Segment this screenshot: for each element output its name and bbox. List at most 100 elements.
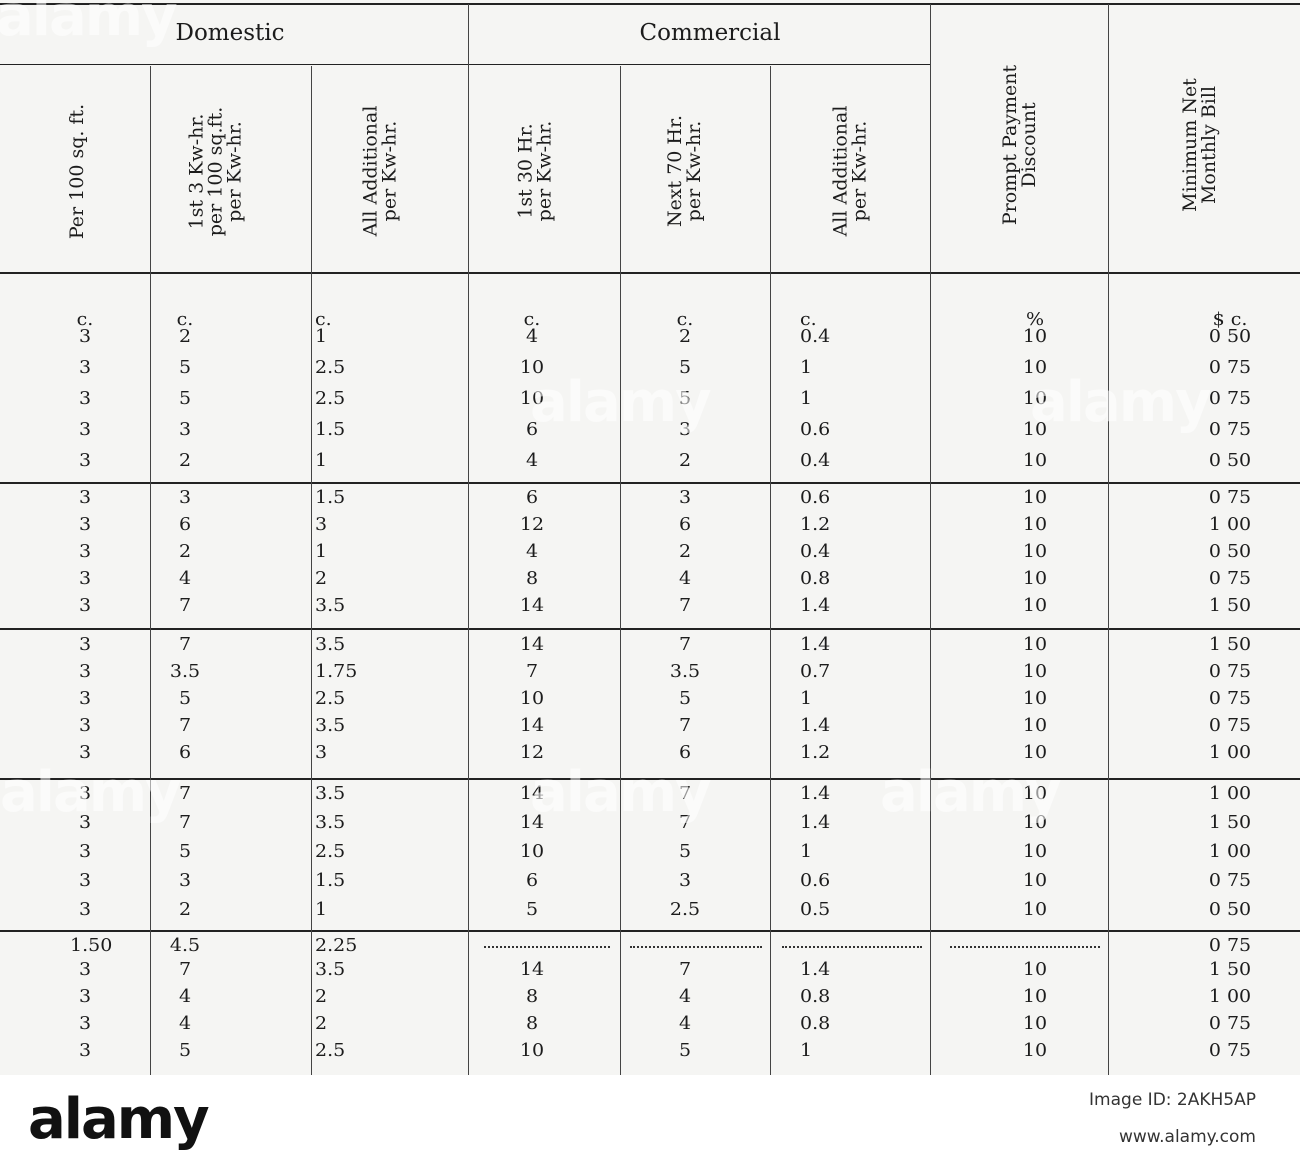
table-cell: 7 [678, 783, 692, 804]
table-cell: 10 [1022, 326, 1048, 347]
table-cell: 1 50 [1208, 595, 1252, 616]
table-cell: 3 [78, 742, 92, 763]
table-row: 3 7 3.5 14 7 1.4 10 1 50 [0, 959, 1300, 980]
table-cell: 7 [678, 634, 692, 655]
table-cell: 10 [519, 388, 545, 409]
table-row: 3 7 3.5 14 7 1.4 10 1 00 [0, 783, 1300, 804]
table-row: 1.50 4.5 2.25 0 75 [0, 935, 1300, 956]
table-cell: 10 [519, 1040, 545, 1061]
table-cell: 2 [178, 899, 192, 920]
table-cell: 1 00 [1208, 514, 1252, 535]
table-cell: 6 [525, 487, 539, 508]
table-cell: 6 [178, 514, 192, 535]
table-cell: 5 [178, 357, 192, 378]
table-cell: 7 [678, 595, 692, 616]
unit-cell: % [1025, 309, 1045, 330]
table-cell: 3 [78, 870, 92, 891]
table-row: 3 7 3.5 14 7 1.4 10 1 50 [0, 595, 1300, 616]
table-cell: 10 [1022, 514, 1048, 535]
table-cell: 3 [78, 595, 92, 616]
scanned-table-page: Domestic Commercial Per 100 sq. ft. 1st … [0, 0, 1300, 1075]
table-cell: 3.5 [315, 715, 346, 736]
table-cell: 3 [78, 326, 92, 347]
col-header-prompt-payment-discount: Prompt Payment Discount [999, 64, 1041, 226]
table-cell: 6 [678, 742, 692, 763]
table-cell: 6 [678, 514, 692, 535]
table-cell: 10 [1022, 1013, 1048, 1034]
table-cell: 1 50 [1208, 634, 1252, 655]
col-rule [311, 66, 313, 1075]
table-cell: 3.5 [315, 783, 346, 804]
table-cell: 1.5 [315, 487, 346, 508]
table-cell: 5 [678, 1040, 692, 1061]
table-row: 3 4 2 8 4 0.8 10 0 75 [0, 568, 1300, 589]
table-cell: 0 75 [1208, 715, 1252, 736]
table-cell: 5 [178, 688, 192, 709]
table-cell: 2.25 [315, 935, 358, 956]
watermark-logo: alamy [880, 760, 1062, 825]
watermark-logo: alamy [530, 760, 712, 825]
col-header-commercial-additional: All Additional per Kw-hr. [829, 105, 870, 237]
table-cell: 3 [678, 487, 692, 508]
top-rule [0, 3, 1300, 5]
table-cell: 7 [178, 595, 192, 616]
table-row: 3 7 3.5 14 7 1.4 10 1 50 [0, 634, 1300, 655]
table-cell: 5 [678, 841, 692, 862]
watermark-logo: alamy [0, 0, 178, 49]
table-cell: 7 [178, 812, 192, 833]
table-cell: 10 [1022, 419, 1048, 440]
table-row: 3 3 1.5 6 3 0.6 10 0 75 [0, 487, 1300, 508]
col-header-minimum-net-monthly-bill: Minimum Net Monthly Bill [1179, 78, 1221, 212]
table-cell: 5 [178, 1040, 192, 1061]
table-cell: 10 [1022, 487, 1048, 508]
table-cell: 10 [1022, 661, 1048, 682]
table-cell: 3 [178, 419, 192, 440]
commercial-header: Commercial [639, 20, 781, 46]
table-row: 3 6 3 12 6 1.2 10 1 00 [0, 742, 1300, 763]
table-cell: 0.8 [800, 986, 831, 1007]
table-cell: 3 [678, 419, 692, 440]
table-cell: 0 50 [1208, 450, 1252, 471]
table-cell: 3 [78, 487, 92, 508]
table-cell: 2 [178, 541, 192, 562]
table-cell: 1 [800, 1040, 813, 1061]
table-row: 3 4 2 8 4 0.8 10 1 00 [0, 986, 1300, 1007]
table-cell: 3 [78, 661, 92, 682]
table-cell: 3.5 [315, 634, 346, 655]
table-cell: 8 [525, 1013, 539, 1034]
site-url: www.alamy.com [1118, 1127, 1256, 1147]
table-cell: 3 [78, 959, 92, 980]
table-cell: 5 [525, 899, 539, 920]
table-cell: 3.5 [315, 595, 346, 616]
table-cell: 10 [1022, 357, 1048, 378]
col-header-domestic-first-3-kwh: 1st 3 Kw-hr. per 100 sq.ft. per Kw-hr. [185, 106, 246, 236]
dotted-leader [630, 946, 762, 948]
table-cell: 3 [678, 870, 692, 891]
table-cell: 0 75 [1208, 357, 1252, 378]
table-cell: 0 50 [1208, 899, 1252, 920]
dotted-leader [484, 946, 610, 948]
table-cell: 10 [519, 841, 545, 862]
watermark-logo: alamy [530, 370, 712, 435]
group-rule-4 [0, 930, 1300, 932]
table-row: 3 6 3 12 6 1.2 10 1 00 [0, 514, 1300, 535]
table-cell: 10 [1022, 899, 1048, 920]
table-cell: 10 [1022, 783, 1048, 804]
table-cell: 5 [678, 388, 692, 409]
table-cell: 1.50 [70, 935, 113, 956]
col-rule [620, 66, 622, 1075]
table-row: 3 7 3.5 14 7 1.4 10 0 75 [0, 715, 1300, 736]
table-cell: 0.6 [800, 870, 831, 891]
table-cell: 1.2 [800, 742, 831, 763]
table-cell: 1.2 [800, 514, 831, 535]
table-cell: 10 [519, 688, 545, 709]
table-cell: 10 [1022, 388, 1048, 409]
table-cell: 3 [78, 541, 92, 562]
table-cell: 10 [1022, 568, 1048, 589]
table-cell: 1.4 [800, 595, 831, 616]
table-cell: 4 [525, 450, 539, 471]
table-cell: 5 [678, 357, 692, 378]
table-cell: 14 [519, 783, 545, 804]
table-cell: 2.5 [315, 357, 346, 378]
table-cell: 4 [678, 568, 692, 589]
